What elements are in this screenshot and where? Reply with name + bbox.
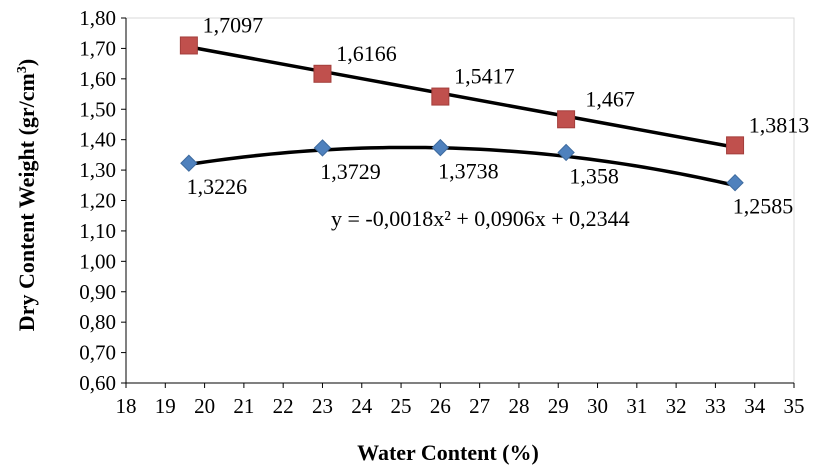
square-marker	[313, 64, 332, 83]
y-tick-label: 1,70	[79, 36, 116, 60]
y-tick-label: 1,60	[79, 67, 116, 91]
square-marker	[431, 87, 450, 106]
linear-trendline	[187, 45, 737, 150]
x-axis-title: Water Content (%)	[357, 440, 539, 465]
x-tick-label: 28	[508, 394, 529, 418]
x-tick-label: 32	[666, 394, 687, 418]
x-tick-label: 33	[705, 394, 726, 418]
x-tick-label: 35	[784, 394, 805, 418]
square-marker	[557, 110, 576, 129]
data-label: 1,3738	[438, 159, 499, 184]
x-tick-label: 30	[587, 394, 608, 418]
x-tick-label: 20	[194, 394, 215, 418]
y-tick-label: 1,30	[79, 158, 116, 182]
x-tick-label: 22	[273, 394, 294, 418]
square-marker	[726, 136, 745, 155]
diamond-marker	[557, 143, 575, 162]
y-tick-label: 1,00	[79, 249, 116, 273]
diamond-marker	[726, 173, 744, 192]
trend-equation: y = -0,0018x² + 0,0906x + 0,2344	[331, 206, 630, 231]
y-tick-label: 1,10	[79, 219, 116, 243]
x-tick-label: 23	[312, 394, 333, 418]
y-axis-title-sup: 3	[15, 66, 30, 73]
y-tick-label: 0,90	[79, 280, 116, 304]
x-tick-label: 21	[233, 394, 254, 418]
data-label: 1,2585	[733, 194, 794, 219]
x-tick-label: 18	[116, 394, 137, 418]
diamond-marker	[180, 154, 198, 172]
y-tick-label: 1,40	[79, 128, 116, 152]
data-label: 1,3226	[187, 174, 248, 199]
y-axis-title: Dry Content Weight (gr/cm3)	[14, 59, 39, 331]
y-tick-label: 1,20	[79, 189, 116, 213]
data-label: 1,467	[585, 86, 635, 111]
data-label: 1,7097	[203, 12, 264, 37]
data-label: 1,3729	[320, 159, 381, 184]
x-tick-labels: 18 19 20 21 22 23 24 25 26 27 28 29 30 31 32 33 34 35	[116, 383, 805, 418]
y-tick-label: 0,60	[79, 371, 116, 395]
x-tick-label: 29	[548, 394, 569, 418]
x-tick-label: 25	[391, 394, 412, 418]
diamond-marker	[313, 139, 332, 157]
y-tick-label: 0,70	[79, 341, 116, 365]
trendlines	[187, 45, 737, 188]
x-tick-label: 26	[430, 394, 451, 418]
x-tick-label: 19	[155, 394, 176, 418]
y-axis-title-tail: )	[14, 59, 39, 66]
y-tick-label: 0,80	[79, 310, 116, 334]
x-tick-label: 27	[469, 394, 490, 418]
data-label: 1,5417	[454, 64, 515, 89]
data-labels: 1,7097 1,6166 1,5417 1,467 1,3813 1,3226 1,372…	[187, 12, 810, 218]
x-tick-label: 34	[744, 394, 766, 418]
x-tick-label: 24	[351, 394, 373, 418]
x-tick-label: 31	[626, 394, 647, 418]
data-label: 1,358	[569, 163, 619, 188]
y-tick-labels: 0,60 0,70 0,80 0,90 1,00 1,10 1,20 1,30 1,40 1,50…	[79, 6, 126, 395]
data-label: 1,3813	[749, 112, 810, 137]
markers	[179, 36, 745, 192]
y-tick-label: 1,80	[79, 6, 116, 30]
diamond-marker	[431, 138, 450, 157]
square-marker	[179, 36, 198, 55]
data-label: 1,6166	[336, 41, 397, 66]
y-tick-label: 1,50	[79, 97, 116, 121]
polynomial-trendline	[187, 145, 737, 188]
y-axis-title-main: Dry Content Weight (gr/cm	[14, 73, 39, 331]
